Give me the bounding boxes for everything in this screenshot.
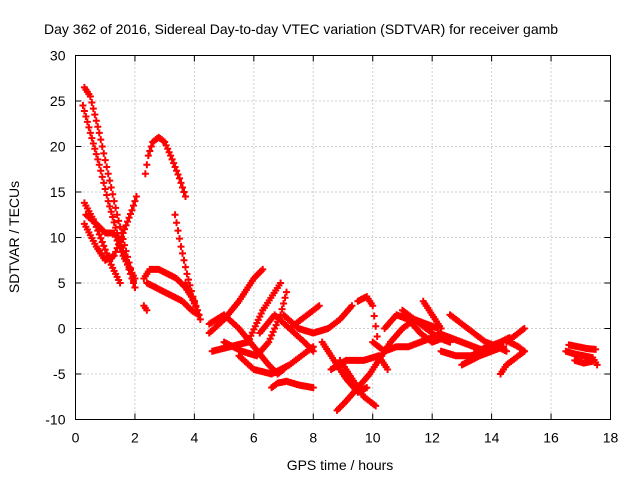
series-track-09 xyxy=(143,279,203,319)
series-track-11 xyxy=(181,279,204,323)
x-tick-label: 6 xyxy=(250,430,258,446)
plus-marker-set xyxy=(505,338,528,355)
plus-marker-set xyxy=(562,347,601,369)
plus-marker-set xyxy=(141,133,189,201)
y-tick-label: 5 xyxy=(58,275,66,291)
series-track-41 xyxy=(571,356,597,367)
series-track-18 xyxy=(268,377,317,392)
series-track-38 xyxy=(505,338,528,355)
chart-title: Day 362 of 2016, Sidereal Day-to-day VTE… xyxy=(44,21,558,37)
plus-marker-set xyxy=(354,293,383,351)
y-tick-label: 25 xyxy=(50,93,66,109)
plus-marker-set xyxy=(268,377,317,392)
series-track-39 xyxy=(562,347,601,369)
plus-marker-set xyxy=(419,297,445,332)
plus-marker-set xyxy=(143,279,203,319)
series-track-06 xyxy=(141,133,189,201)
plus-marker-set xyxy=(140,302,151,314)
y-tick-label: 0 xyxy=(58,321,66,337)
x-tick-label: 2 xyxy=(131,430,139,446)
y-tick-label: 10 xyxy=(50,230,66,246)
series-track-20 xyxy=(280,302,356,337)
x-axis-label: GPS time / hours xyxy=(287,457,394,473)
plus-marker-set xyxy=(458,343,507,369)
x-tick-label: 4 xyxy=(190,430,198,446)
y-tick-label: -5 xyxy=(53,366,66,382)
x-tick-label: 8 xyxy=(309,430,317,446)
series-track-28 xyxy=(369,334,436,355)
y-tick-label: 20 xyxy=(50,139,66,155)
y-tick-label: -10 xyxy=(45,412,65,428)
gridlines xyxy=(75,55,611,420)
axis-ticks: 0 2 4 6 8 10 12 14 16 18 -10 -5 0 5 10 15 20 25 30 xyxy=(45,48,618,446)
plus-marker-set xyxy=(235,343,317,378)
x-tick-label: 14 xyxy=(484,430,500,446)
series-track-29 xyxy=(398,306,454,346)
series-track-34 xyxy=(458,343,507,369)
y-axis-label: SDTVAR / TECUs xyxy=(6,181,22,293)
series-track-05 xyxy=(82,211,139,282)
plus-marker-set xyxy=(369,334,436,355)
series-track-40 xyxy=(565,341,600,353)
plus-marker-set xyxy=(398,306,454,346)
plus-marker-set xyxy=(280,302,356,337)
series-track-24 xyxy=(354,293,383,351)
x-tick-label: 10 xyxy=(365,430,381,446)
x-tick-label: 12 xyxy=(424,430,440,446)
x-tick-label: 18 xyxy=(603,430,619,446)
x-tick-label: 16 xyxy=(543,430,559,446)
series-track-16 xyxy=(235,343,317,378)
data-points xyxy=(79,83,601,414)
series-track-30 xyxy=(419,297,445,332)
plus-marker-set xyxy=(571,356,597,367)
x-tick-label: 0 xyxy=(72,430,80,446)
series-track-08 xyxy=(140,302,151,314)
plus-marker-set xyxy=(181,279,204,323)
plus-marker-set xyxy=(82,211,139,282)
y-tick-label: 15 xyxy=(50,184,66,200)
plus-marker-set xyxy=(565,341,600,353)
y-tick-label: 30 xyxy=(50,48,66,64)
